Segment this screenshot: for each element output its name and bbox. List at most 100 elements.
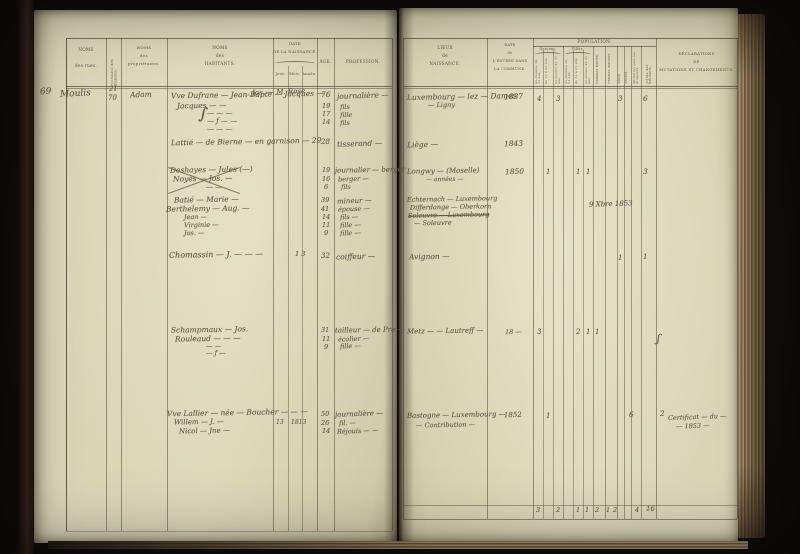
right-page xyxy=(399,8,738,542)
grid-line-horizontal xyxy=(403,505,737,506)
grid-line-horizontal xyxy=(66,85,392,87)
handwriting-entry: 6 xyxy=(629,411,634,419)
handwriting-entry: — Ligny xyxy=(427,100,456,110)
grid-line-vertical xyxy=(593,46,594,519)
handwriting-entry: tailleur — de Pre — xyxy=(334,325,405,335)
header-house-number: NUMÉRO des maisons. xyxy=(110,59,117,86)
header-boys-age-band: au-dessous de 12 ans. xyxy=(535,59,541,84)
header-birth-date: DE LA NAISSANCE. xyxy=(273,49,317,54)
header-streets: des rues. xyxy=(75,63,97,68)
header-girls-age-band: au-dessous de 12 ans. xyxy=(565,59,571,84)
handwriting-entry: 19 xyxy=(322,102,331,110)
handwriting-entry: 16 xyxy=(646,505,655,513)
handwriting-entry: — ƒ — xyxy=(206,349,226,357)
handwriting-entry: 1837 xyxy=(503,91,524,102)
header-girls-age-band: de 12 à 21 ans. xyxy=(575,57,578,84)
handwriting-entry: Nicol — Jne — xyxy=(178,426,230,436)
handwriting-entry: 41 xyxy=(321,205,330,213)
handwriting-entry: — — — xyxy=(207,109,233,117)
handwriting-entry: 28 xyxy=(321,138,330,146)
handwriting-entry: 1 xyxy=(586,168,591,176)
header-birthplace: LIEUX xyxy=(437,45,453,50)
handwriting-entry: 1850 xyxy=(504,166,525,177)
header-total: TOTAL des habitants. xyxy=(645,64,652,85)
handwriting-entry: 1843 xyxy=(503,138,524,149)
grid-line-vertical xyxy=(288,66,289,531)
handwriting-entry: — Soleuvre xyxy=(413,218,452,228)
handwriting-entry: 32 xyxy=(321,252,330,260)
header-age: ÂGE. xyxy=(319,59,332,64)
handwriting-entry: 6 xyxy=(643,94,648,103)
handwriting-entry: 19 xyxy=(322,166,331,174)
header-owners: propriétaires. xyxy=(127,61,161,66)
handwriting-entry: 3 xyxy=(556,95,561,103)
handwriting-entry: 2 xyxy=(660,410,665,418)
grid-line-vertical xyxy=(392,38,394,531)
handwriting-entry: 1 3 xyxy=(295,250,306,258)
header-entry-date: DATE xyxy=(504,43,516,47)
grid-line-vertical xyxy=(167,38,168,531)
handwriting-entry: Vve Lallier — née — Boucher — — — xyxy=(166,406,309,419)
handwriting-entry: Moulis xyxy=(59,88,92,100)
header-birth-date: DATE xyxy=(288,41,302,46)
grid-line-vertical xyxy=(121,38,122,531)
header-streets: NOMS xyxy=(78,47,94,52)
handwriting-entry: Jean — xyxy=(183,212,208,222)
grid-line-vertical xyxy=(487,38,488,519)
grid-line-horizontal xyxy=(66,88,392,89)
grid-line-vertical xyxy=(106,38,107,531)
grid-line-horizontal xyxy=(533,46,656,47)
handwriting-entry: — Contribution — xyxy=(415,420,476,430)
handwriting-entry: 2 xyxy=(595,506,600,514)
handwriting-entry: 2 xyxy=(576,328,581,336)
handwriting-entry: 1 xyxy=(546,412,551,420)
header-brace xyxy=(275,61,315,66)
handwriting-entry: fille — xyxy=(339,228,362,238)
grid-line-vertical xyxy=(334,38,335,531)
header-owners: des xyxy=(140,53,148,58)
handwriting-entry: 69 xyxy=(39,86,52,98)
handwriting-entry: 3 xyxy=(536,506,541,514)
header-widows: Veuves. xyxy=(624,70,628,84)
header-entry-date: de xyxy=(507,51,513,55)
header-boys-age-band: au-dessus de 21 ans. xyxy=(555,55,561,84)
handwriting-entry: 6 xyxy=(324,183,329,191)
handwriting-entry: Willem — J. — xyxy=(173,417,224,427)
grid-line-vertical xyxy=(403,38,405,519)
handwriting-entry: 1852 xyxy=(503,410,522,420)
header-married-women: Femmes mariées. xyxy=(608,52,611,84)
handwriting-entry: fils — xyxy=(339,212,359,222)
handwriting-entry: fil. — xyxy=(338,418,357,428)
header-declarations: DÉCLARATIONS xyxy=(678,51,715,56)
header-widowers: Veufs. xyxy=(617,73,621,84)
book-gutter-shadow xyxy=(384,8,414,543)
handwriting-entry: Liège — xyxy=(406,139,439,150)
handwriting-entry: journalière — xyxy=(334,409,384,419)
handwriting-entry: fille xyxy=(339,110,353,120)
handwriting-entry: Réjouis — — xyxy=(336,426,379,436)
handwriting-entry: 1 xyxy=(606,506,611,514)
grid-line-vertical xyxy=(737,38,739,519)
header-birth-year: Année. xyxy=(302,72,317,76)
grid-line-horizontal xyxy=(403,85,737,87)
grid-line-vertical xyxy=(563,46,564,519)
grid-line-vertical xyxy=(656,38,657,519)
handwriting-entry: Jos. — xyxy=(183,228,205,238)
header-entry-date: LA COMMUNE. xyxy=(494,67,526,71)
grid-line-vertical xyxy=(533,38,534,519)
grid-line-vertical xyxy=(66,38,68,531)
grid-line-vertical xyxy=(273,38,274,531)
handwriting-entry: Luxembourg — lez — Dames xyxy=(406,91,517,102)
handwriting-entry: 21 xyxy=(109,85,118,93)
handwriting-entry: journalier — berger xyxy=(334,165,406,175)
handwriting-entry: Virginie — xyxy=(183,220,219,230)
header-girls-age-band: au-dessus de 21 ans. xyxy=(585,55,591,84)
book-cover-left-edge xyxy=(18,0,34,554)
handwriting-entry: ʃ xyxy=(656,331,661,346)
grid-line-vertical xyxy=(553,50,554,519)
handwriting-entry: 1 xyxy=(576,506,581,514)
handwriting-entry: — — xyxy=(206,183,223,191)
header-profession: PROFESSION. xyxy=(345,59,381,64)
